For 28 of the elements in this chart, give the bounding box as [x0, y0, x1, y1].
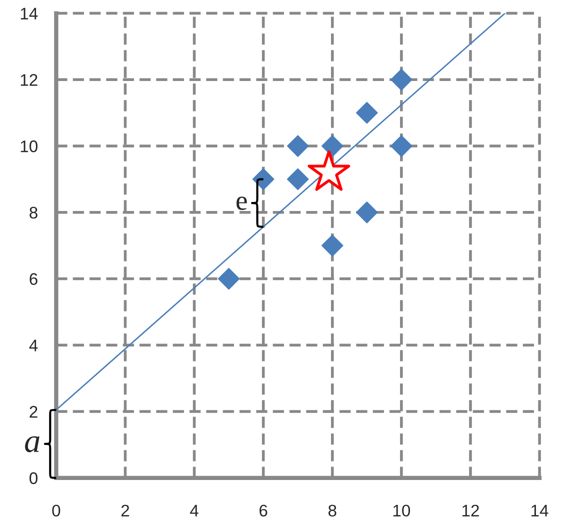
point — [390, 68, 412, 91]
y-tick-label: 6 — [30, 273, 38, 285]
y-tick-label: 0 — [30, 472, 38, 484]
y-tick-label: 4 — [29, 340, 38, 352]
x-tick-label: 10 — [393, 504, 410, 517]
point — [356, 202, 378, 224]
point — [218, 268, 240, 290]
y-tick-label: 8 — [30, 206, 38, 219]
annotation: e — [236, 196, 247, 210]
y-tick-label: 10 — [20, 140, 38, 152]
x-tick-label: 4 — [190, 504, 198, 516]
y-tick-label: 12 — [20, 74, 38, 86]
x-tick-label: 12 — [462, 504, 479, 516]
x-tick-label: 8 — [328, 504, 336, 517]
text: a — [24, 436, 40, 452]
point — [286, 135, 309, 157]
x-tick-label: 6 — [260, 504, 268, 517]
point — [356, 102, 378, 124]
x-tick-label: 0 — [52, 504, 60, 517]
point — [252, 168, 274, 190]
point — [390, 135, 412, 157]
x-tick-label: 14 — [532, 504, 548, 516]
y-tick-label: 14 — [20, 8, 38, 20]
point — [322, 234, 344, 256]
y-tick-label: 2 — [30, 406, 38, 418]
point — [322, 135, 344, 157]
x-tick-label: 2 — [121, 504, 130, 516]
point — [286, 168, 309, 190]
